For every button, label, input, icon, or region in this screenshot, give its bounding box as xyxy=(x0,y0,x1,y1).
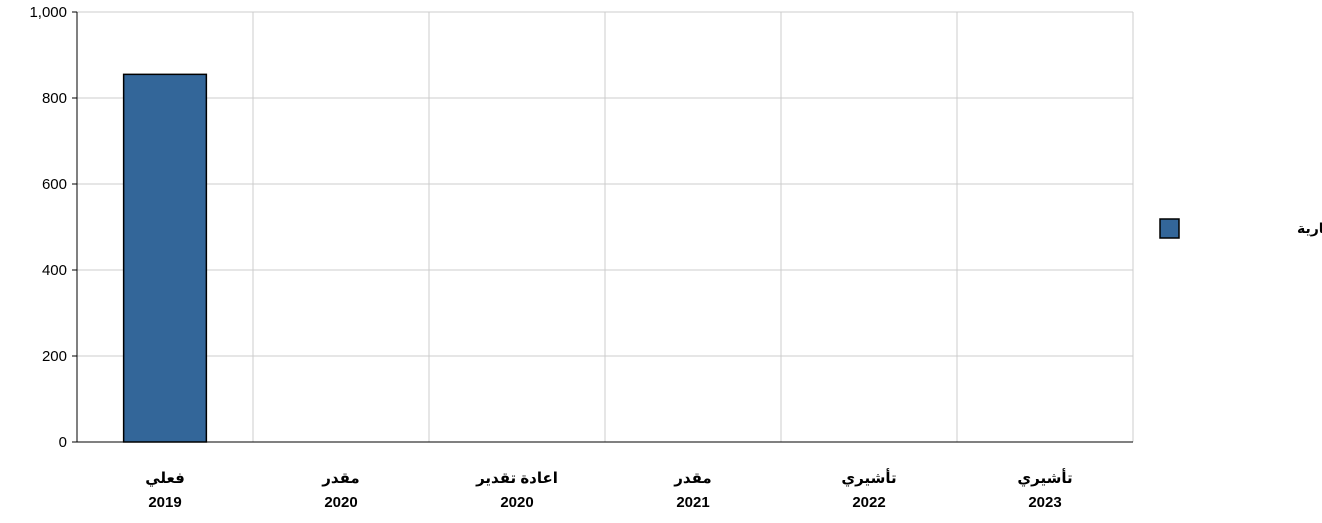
bar xyxy=(122,73,208,443)
x-category-label: مقدر xyxy=(321,470,359,487)
x-category-year: 2023 xyxy=(1028,494,1061,511)
x-category-label: اعادة تقدير xyxy=(475,470,558,487)
legend-label: النفقات الجارية xyxy=(1297,220,1322,236)
y-tick-label: 200 xyxy=(42,348,67,365)
x-category-label: فعلي xyxy=(145,470,185,487)
x-category-label: مقدر xyxy=(673,470,711,487)
x-category-year: 2020 xyxy=(500,494,533,511)
grid xyxy=(72,11,1134,443)
x-category-year: 2020 xyxy=(324,494,357,511)
x-category-year: 2019 xyxy=(148,494,181,511)
y-tick-label: 800 xyxy=(42,90,67,107)
legend: النفقات الجارية xyxy=(1159,218,1322,239)
x-category-year: 2021 xyxy=(676,494,709,511)
y-tick-label: 400 xyxy=(42,262,67,279)
y-tick-labels: 0 200 400 600 800 1,000 xyxy=(29,4,67,451)
axes xyxy=(76,12,1133,443)
y-tick-label: 600 xyxy=(42,176,67,193)
x-category-year: 2022 xyxy=(852,494,885,511)
x-category-label: تأشيري xyxy=(841,468,896,488)
y-tick-label: 0 xyxy=(59,434,67,451)
x-category-label: تأشيري xyxy=(1017,468,1072,488)
y-tick-label: 1,000 xyxy=(29,4,67,21)
bars xyxy=(122,73,208,443)
legend-swatch xyxy=(1159,218,1180,239)
x-category-labels: فعلي 2019 مقدر 2020 اعادة تقدير 2020 مقدر 2021 ت… xyxy=(145,468,1072,511)
